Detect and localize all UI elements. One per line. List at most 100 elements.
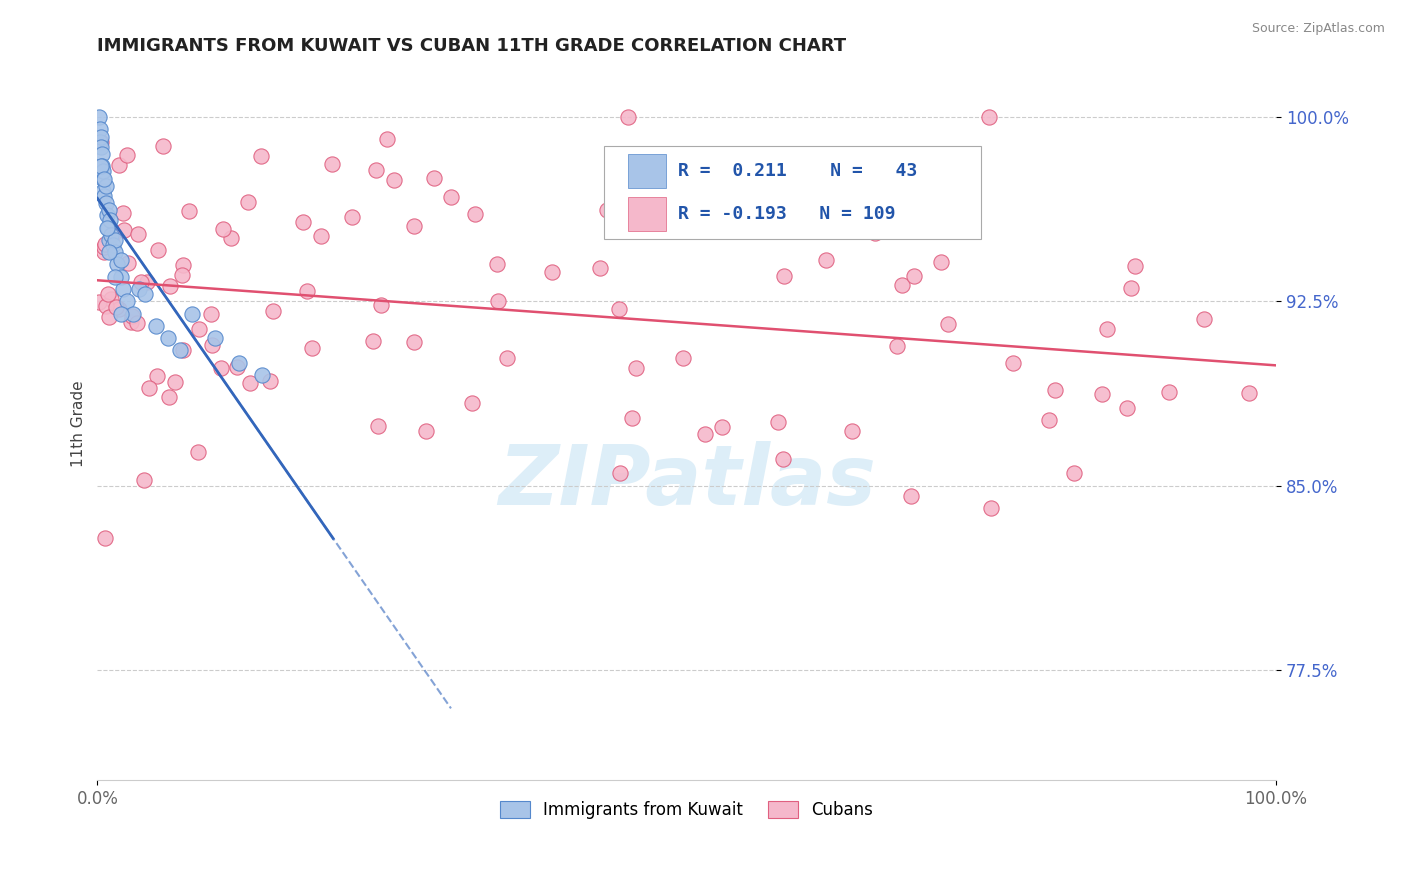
Point bbox=[382, 173, 405, 187]
Point bbox=[98, 233, 121, 247]
Point bbox=[93, 239, 115, 253]
Point bbox=[134, 473, 156, 487]
Point bbox=[1063, 466, 1085, 480]
Point bbox=[120, 315, 142, 329]
Point bbox=[172, 258, 194, 272]
Point bbox=[180, 307, 202, 321]
Point bbox=[486, 294, 509, 309]
Point bbox=[903, 268, 925, 283]
Point bbox=[94, 299, 117, 313]
Point bbox=[291, 215, 314, 229]
Point bbox=[101, 237, 124, 252]
Point bbox=[772, 452, 794, 467]
Point bbox=[609, 466, 631, 480]
Text: Source: ZipAtlas.com: Source: ZipAtlas.com bbox=[1251, 22, 1385, 36]
Point bbox=[179, 203, 201, 218]
Point bbox=[104, 269, 127, 284]
Point bbox=[236, 194, 259, 209]
Point bbox=[89, 295, 111, 310]
Point bbox=[100, 227, 122, 242]
Point bbox=[94, 236, 117, 251]
Point bbox=[146, 368, 169, 383]
Point bbox=[301, 341, 323, 355]
Point bbox=[111, 206, 134, 220]
Point bbox=[103, 227, 125, 241]
Point bbox=[621, 410, 644, 425]
Point bbox=[212, 222, 235, 236]
Point bbox=[768, 415, 790, 429]
Point bbox=[157, 390, 180, 404]
Point bbox=[695, 426, 717, 441]
Point bbox=[159, 279, 181, 293]
Point bbox=[93, 245, 115, 260]
Point bbox=[157, 331, 180, 345]
Point bbox=[145, 318, 167, 333]
Point bbox=[900, 489, 922, 503]
Point bbox=[626, 361, 648, 376]
Point bbox=[309, 229, 332, 244]
FancyBboxPatch shape bbox=[605, 146, 981, 239]
Point bbox=[110, 307, 132, 321]
Point bbox=[186, 444, 208, 458]
Text: R = -0.193   N = 109: R = -0.193 N = 109 bbox=[679, 205, 896, 223]
Point bbox=[108, 302, 131, 317]
Point bbox=[859, 220, 882, 235]
Point bbox=[250, 149, 273, 163]
Point bbox=[1043, 383, 1066, 397]
Point bbox=[115, 294, 138, 309]
Point bbox=[129, 275, 152, 289]
Point bbox=[172, 343, 194, 358]
Point bbox=[977, 110, 1000, 124]
Point bbox=[228, 356, 250, 370]
Point bbox=[93, 188, 115, 202]
Point bbox=[367, 419, 389, 434]
Point bbox=[97, 220, 120, 235]
Point bbox=[219, 231, 242, 245]
Point bbox=[98, 213, 121, 227]
Point bbox=[90, 139, 112, 153]
Point bbox=[112, 223, 135, 237]
Point bbox=[1038, 413, 1060, 427]
Point bbox=[104, 233, 127, 247]
Point bbox=[259, 374, 281, 388]
Point bbox=[108, 158, 131, 172]
Legend: Immigrants from Kuwait, Cubans: Immigrants from Kuwait, Cubans bbox=[494, 794, 880, 825]
Point bbox=[342, 211, 364, 225]
Point bbox=[1097, 322, 1119, 336]
Point bbox=[105, 257, 128, 271]
Point bbox=[773, 269, 796, 284]
Point bbox=[93, 171, 115, 186]
Point bbox=[87, 110, 110, 124]
Point bbox=[262, 303, 284, 318]
Point bbox=[295, 284, 318, 298]
Point bbox=[239, 376, 262, 390]
Point bbox=[617, 110, 640, 124]
Point bbox=[104, 245, 127, 260]
Point bbox=[135, 275, 157, 289]
Point bbox=[321, 157, 343, 171]
Point bbox=[97, 310, 120, 324]
Point bbox=[121, 307, 143, 321]
Point bbox=[841, 424, 863, 438]
Point bbox=[188, 322, 211, 336]
Bar bbox=[628, 154, 665, 188]
Point bbox=[936, 317, 959, 331]
Point bbox=[252, 368, 274, 382]
Point bbox=[110, 252, 132, 267]
Point bbox=[204, 331, 226, 345]
Point bbox=[170, 268, 193, 283]
Point bbox=[890, 277, 912, 292]
Point bbox=[814, 253, 837, 268]
Point bbox=[146, 243, 169, 257]
Point bbox=[94, 178, 117, 193]
Point bbox=[200, 307, 222, 321]
Point bbox=[96, 220, 118, 235]
Point bbox=[415, 424, 437, 438]
Point bbox=[201, 338, 224, 352]
Point bbox=[929, 254, 952, 268]
Point bbox=[121, 310, 143, 324]
Point bbox=[1002, 356, 1025, 370]
Point bbox=[439, 189, 461, 203]
Point bbox=[464, 206, 486, 220]
Point bbox=[461, 396, 484, 410]
